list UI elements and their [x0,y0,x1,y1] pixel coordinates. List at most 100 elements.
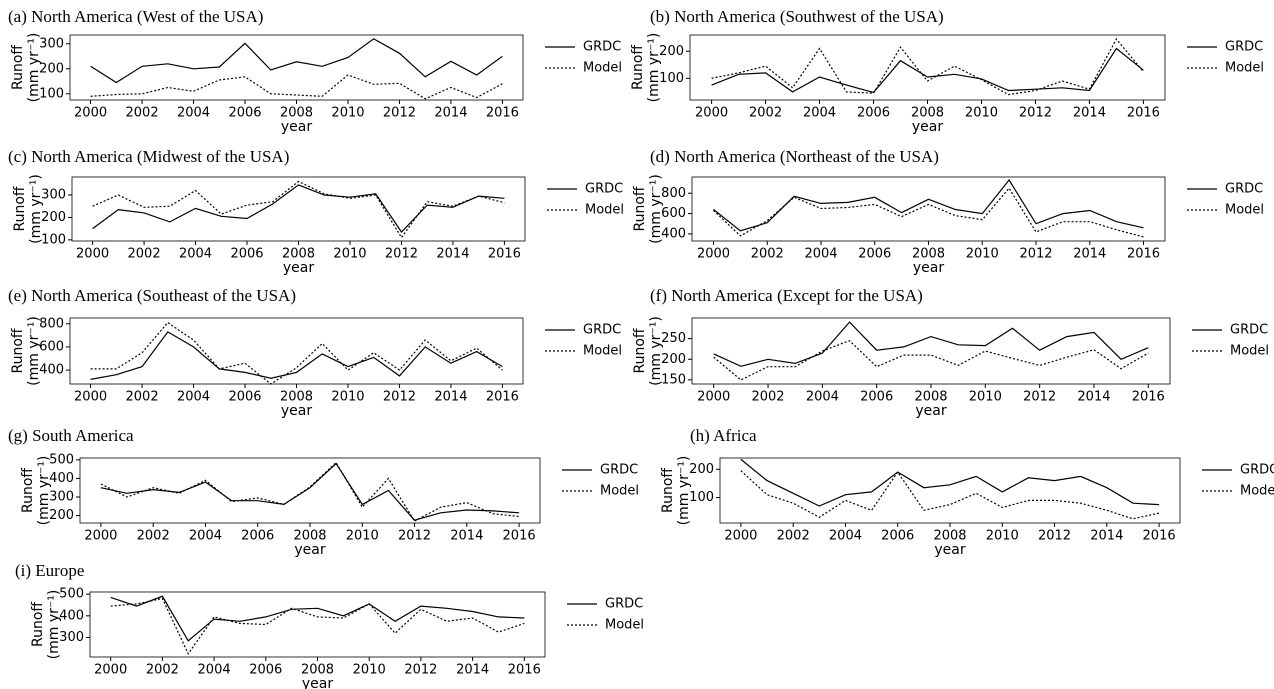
series-line [92,184,505,233]
y-tick-label: 500 [49,452,74,467]
y-tick-label: 400 [39,363,64,378]
panel: (e) North America (Southeast of the USA)… [8,286,622,419]
y-tick-label: 800 [39,316,64,331]
y-tick-label: 200 [41,210,66,225]
x-tick-label: 2004 [179,247,212,262]
x-tick-label: 2012 [1019,247,1052,262]
legend-label: GRDC [585,182,623,197]
panel-title: (h) Africa [690,426,757,445]
x-tick-label: 2004 [177,106,210,121]
y-axis-label: (mm yr⁻¹) [676,456,692,526]
x-tick-label: 2008 [933,529,966,544]
legend-label: Model [1225,203,1264,218]
series-line [711,38,1144,96]
x-tick-label: 2004 [804,247,837,262]
legend-label: Model [585,203,624,218]
y-axis-label: (mm yr⁻¹) [646,33,662,103]
series-line [100,461,520,522]
x-tick-label: 2002 [126,106,159,121]
x-tick-label: 2014 [434,106,467,121]
legend-label: GRDC [1225,182,1263,197]
x-tick-label: 2016 [1132,390,1165,405]
panel-title: (a) North America (West of the USA) [8,7,263,26]
x-tick-label: 2006 [881,529,914,544]
x-axis-label: year [302,676,333,689]
plot-frame [69,317,524,385]
y-tick-label: 200 [39,61,64,76]
series-line [90,321,503,385]
x-axis-label: year [912,119,943,135]
panel-title: (g) South America [8,426,134,445]
series-line [740,458,1160,507]
x-tick-label: 2012 [383,390,416,405]
y-tick-label: 300 [49,490,74,505]
x-tick-label: 2012 [1023,390,1056,405]
y-axis-label: Runoff [10,45,26,90]
x-tick-label: 2016 [503,529,536,544]
x-tick-label: 2008 [912,247,945,262]
x-tick-label: 2010 [331,106,364,121]
y-axis-label: (mm yr⁻¹) [26,33,42,103]
x-tick-label: 2008 [301,663,334,678]
x-tick-label: 2008 [911,106,944,121]
y-axis-label: (mm yr⁻¹) [648,316,664,386]
legend-label: GRDC [1230,323,1268,338]
x-tick-label: 2016 [488,247,521,262]
y-axis-label: Runoff [632,328,648,373]
x-axis-label: year [281,119,312,135]
panel-title: (i) Europe [15,561,84,580]
x-tick-label: 2006 [860,390,893,405]
series-line [90,38,503,84]
x-tick-label: 2000 [94,663,127,678]
legend-label: GRDC [583,40,621,55]
series-line [90,331,503,380]
y-axis-label: (mm yr⁻¹) [648,174,664,244]
y-tick-label: 100 [689,490,714,505]
x-tick-label: 2016 [1127,247,1160,262]
x-tick-label: 2002 [128,247,161,262]
plot-frame [689,34,1166,101]
panel: (c) North America (Midwest of the USA) 20… [8,147,624,276]
x-tick-label: 2014 [1073,247,1106,262]
y-axis-label: Runoff [20,468,36,513]
legend-label: GRDC [605,597,643,612]
series-line [711,47,1144,94]
y-tick-label: 800 [661,186,686,201]
x-tick-label: 2010 [346,529,379,544]
x-tick-label: 2014 [450,529,483,544]
y-tick-label: 250 [661,331,686,346]
x-tick-label: 2010 [353,663,386,678]
series-line [713,187,1144,238]
x-axis-label: year [934,542,965,558]
legend-label: Model [1230,344,1269,359]
x-tick-label: 2010 [331,390,364,405]
x-tick-label: 2014 [1073,106,1106,121]
panel: (d) North America (Northeast of the USA)… [632,147,1264,276]
plot-frame [691,317,1171,385]
panel: (i) Europe 2000 2002 2004 2006 2008 2010 2012 20… [15,561,644,689]
x-tick-label: 2004 [177,390,210,405]
series-line [740,470,1160,520]
x-tick-label: 2016 [1127,106,1160,121]
x-tick-label: 2014 [1090,529,1123,544]
series-line [92,180,505,239]
x-tick-label: 2000 [74,106,107,121]
x-tick-label: 2008 [914,390,947,405]
x-tick-label: 2002 [777,529,810,544]
plot-frame [89,591,546,658]
series-line [713,340,1149,381]
x-tick-label: 2012 [385,247,418,262]
panel: (a) North America (West of the USA) 2000 2… [8,7,622,135]
y-tick-label: 100 [39,86,64,101]
y-tick-label: 100 [659,71,684,86]
y-tick-label: 300 [59,630,84,645]
x-tick-label: 2002 [751,247,784,262]
x-tick-label: 2002 [749,106,782,121]
x-axis-label: year [283,260,314,276]
x-tick-label: 2000 [84,529,117,544]
legend-label: Model [600,484,639,499]
x-tick-label: 2006 [857,106,890,121]
panel-title: (f) North America (Except for the USA) [650,286,923,305]
x-tick-label: 2002 [146,663,179,678]
y-axis-label: Runoff [660,468,676,513]
